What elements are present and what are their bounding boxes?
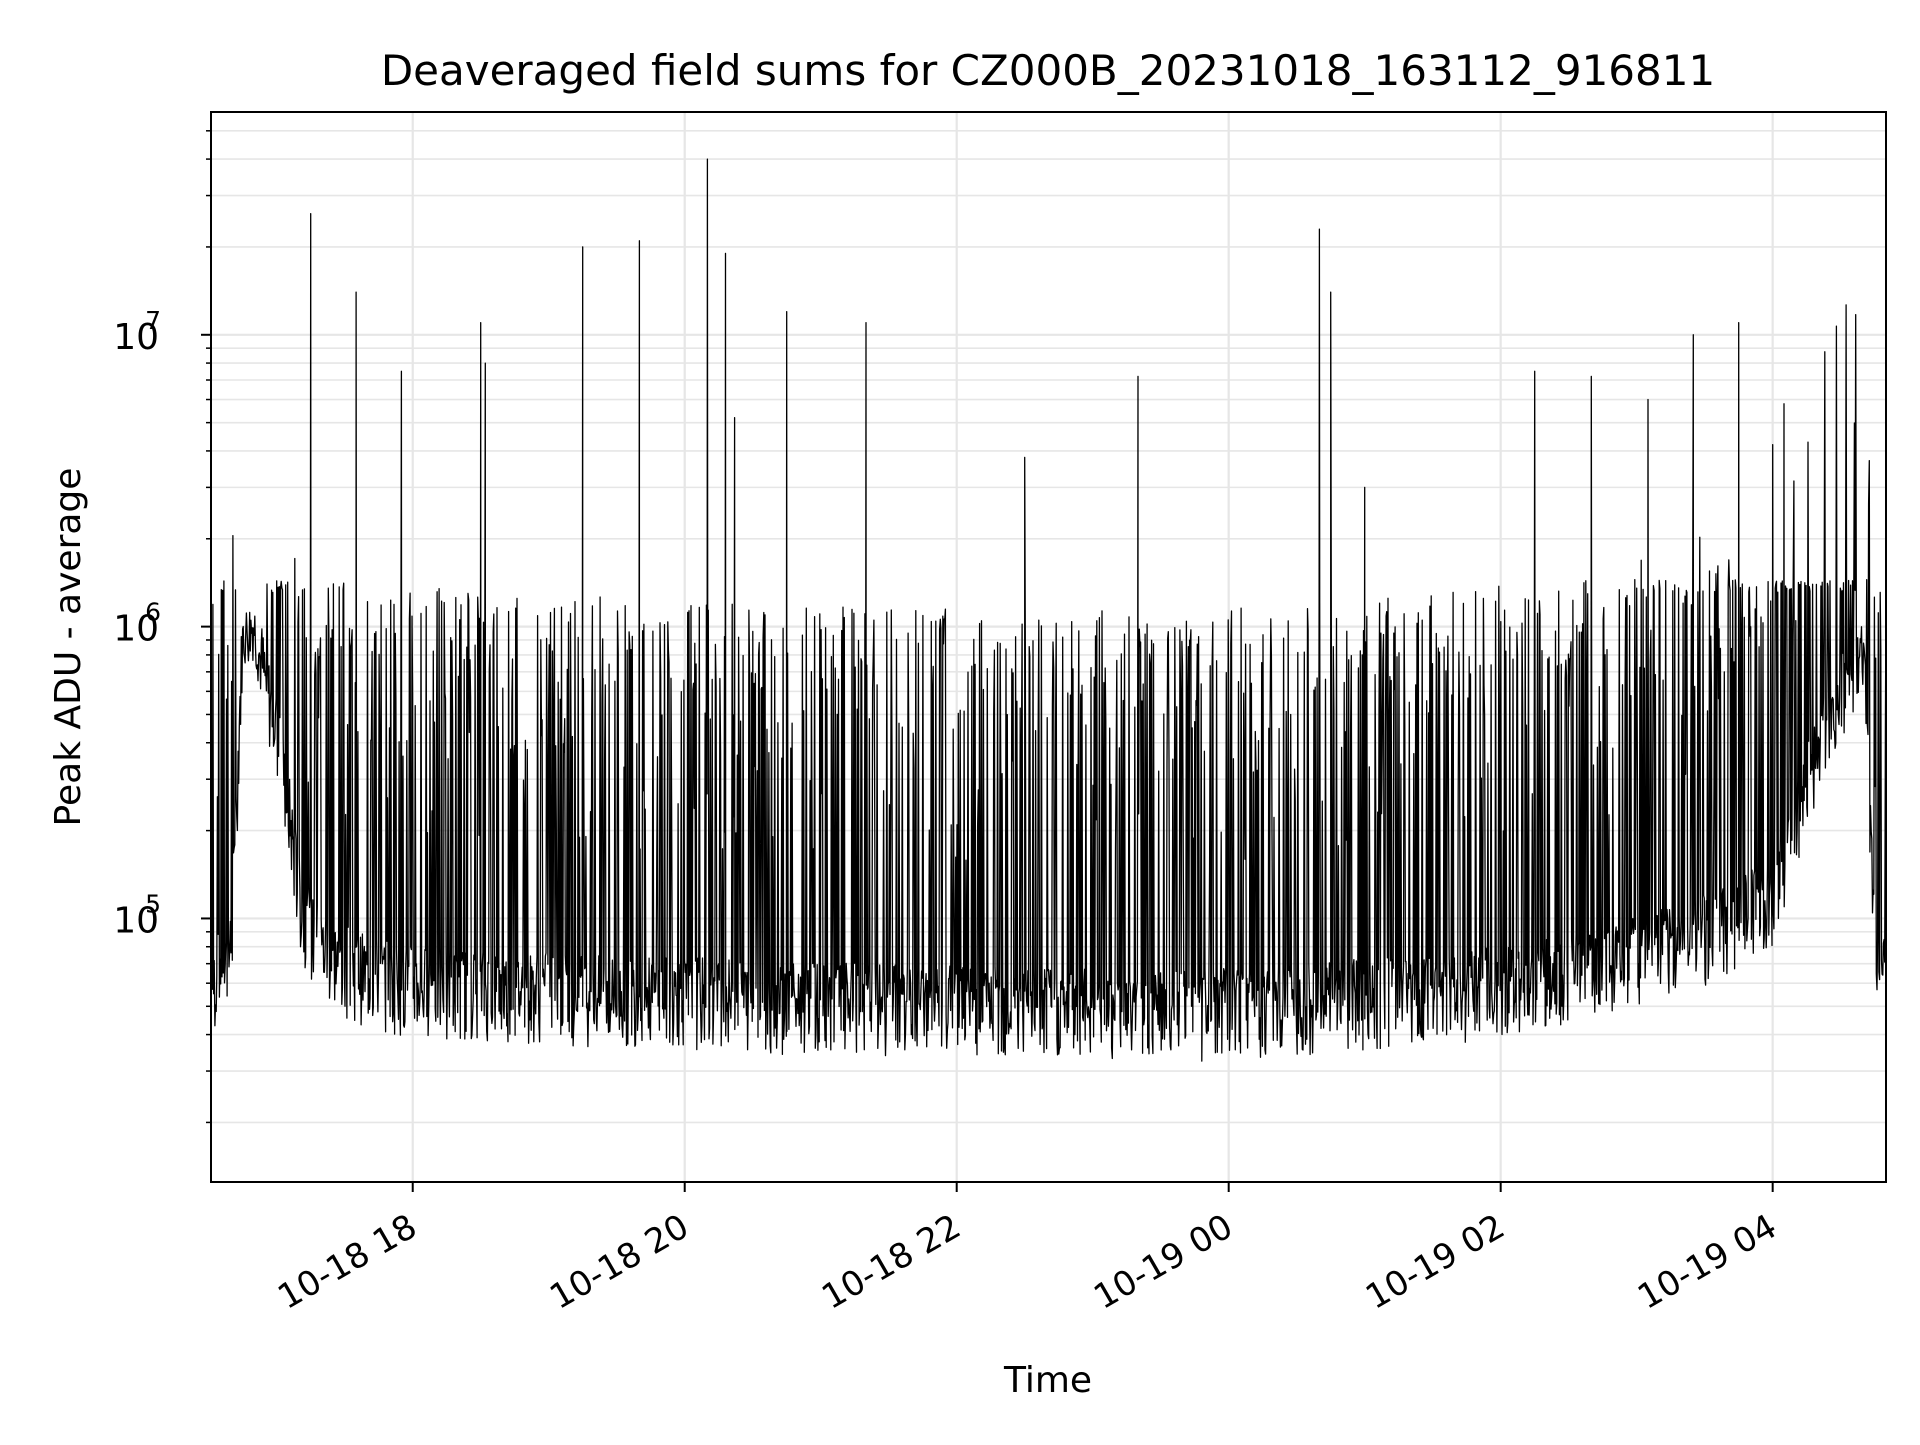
plot-frame	[210, 111, 1887, 1183]
y-axis-label: Peak ADU - average	[48, 468, 89, 827]
chart-title: Deaveraged field sums for CZ000B_2023101…	[381, 46, 1715, 95]
series-layer	[210, 158, 1887, 1062]
x-axis-label: Time	[1003, 1360, 1092, 1401]
y-tick-exponent: 7	[145, 306, 161, 335]
series-line	[210, 158, 1887, 1062]
y-tick-exponent: 5	[145, 889, 161, 918]
y-tick-exponent: 6	[145, 598, 161, 627]
